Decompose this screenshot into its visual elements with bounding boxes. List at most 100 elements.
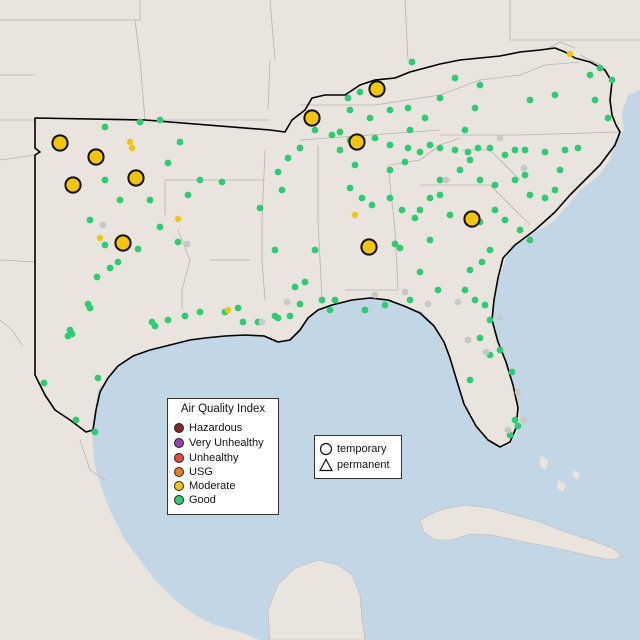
good-monitor-marker[interactable] [84,300,92,308]
good-monitor-marker[interactable] [511,146,519,154]
good-monitor-marker[interactable] [471,104,479,112]
moderate-temporary-monitor-marker[interactable] [463,210,481,228]
good-monitor-marker[interactable] [156,223,164,231]
good-monitor-marker[interactable] [486,144,494,152]
good-monitor-marker[interactable] [466,376,474,384]
moderate-temporary-monitor-marker[interactable] [368,80,386,98]
good-monitor-marker[interactable] [64,332,72,340]
good-monitor-marker[interactable] [136,118,144,126]
good-monitor-marker[interactable] [196,176,204,184]
good-monitor-marker[interactable] [381,301,389,309]
moderate-temporary-monitor-marker[interactable] [127,169,145,187]
good-monitor-marker[interactable] [404,104,412,112]
good-monitor-marker[interactable] [40,379,48,387]
good-monitor-marker[interactable] [416,148,424,156]
good-monitor-marker[interactable] [511,176,519,184]
moderate-temporary-monitor-marker[interactable] [114,234,132,252]
good-monitor-marker[interactable] [436,191,444,199]
good-monitor-marker[interactable] [574,144,582,152]
good-monitor-marker[interactable] [134,245,142,253]
moderate-monitor-marker[interactable] [126,138,134,146]
good-monitor-marker[interactable] [296,144,304,152]
no-data-monitor-marker[interactable] [183,240,191,248]
good-monitor-marker[interactable] [461,126,469,134]
good-monitor-marker[interactable] [426,194,434,202]
good-monitor-marker[interactable] [396,244,404,252]
moderate-temporary-monitor-marker[interactable] [303,109,321,127]
no-data-monitor-marker[interactable] [482,348,490,356]
good-monitor-marker[interactable] [596,64,604,72]
good-monitor-marker[interactable] [591,96,599,104]
good-monitor-marker[interactable] [301,278,309,286]
good-monitor-marker[interactable] [516,226,524,234]
good-monitor-marker[interactable] [274,168,282,176]
moderate-monitor-marker[interactable] [128,144,136,152]
good-monitor-marker[interactable] [426,141,434,149]
good-monitor-marker[interactable] [114,258,122,266]
good-monitor-marker[interactable] [356,88,364,96]
good-monitor-marker[interactable] [556,166,564,174]
good-monitor-marker[interactable] [331,296,339,304]
good-monitor-marker[interactable] [336,128,344,136]
no-data-monitor-marker[interactable] [520,416,528,424]
good-monitor-marker[interactable] [218,178,226,186]
good-monitor-marker[interactable] [446,211,454,219]
moderate-monitor-marker[interactable] [174,215,182,223]
good-monitor-marker[interactable] [366,114,374,122]
good-monitor-marker[interactable] [328,131,336,139]
good-monitor-marker[interactable] [471,296,479,304]
good-monitor-marker[interactable] [278,186,286,194]
good-monitor-marker[interactable] [176,138,184,146]
good-monitor-marker[interactable] [386,141,394,149]
good-monitor-marker[interactable] [586,71,594,79]
moderate-temporary-monitor-marker[interactable] [360,238,378,256]
good-monitor-marker[interactable] [351,161,359,169]
good-monitor-marker[interactable] [434,286,442,294]
good-monitor-marker[interactable] [501,216,509,224]
moderate-temporary-monitor-marker[interactable] [87,148,105,166]
good-monitor-marker[interactable] [274,314,282,322]
no-data-monitor-marker[interactable] [496,314,504,322]
no-data-monitor-marker[interactable] [258,318,266,326]
moderate-temporary-monitor-marker[interactable] [348,133,366,151]
good-monitor-marker[interactable] [466,156,474,164]
good-monitor-marker[interactable] [526,96,534,104]
good-monitor-marker[interactable] [291,283,299,291]
good-monitor-marker[interactable] [526,191,534,199]
good-monitor-marker[interactable] [146,196,154,204]
good-monitor-marker[interactable] [358,194,366,202]
good-monitor-marker[interactable] [451,74,459,82]
good-monitor-marker[interactable] [164,159,172,167]
good-monitor-marker[interactable] [511,416,519,424]
good-monitor-marker[interactable] [474,144,482,152]
good-monitor-marker[interactable] [551,186,559,194]
good-monitor-marker[interactable] [408,58,416,66]
good-monitor-marker[interactable] [436,144,444,152]
good-monitor-marker[interactable] [416,206,424,214]
good-monitor-marker[interactable] [361,306,369,314]
good-monitor-marker[interactable] [508,368,516,376]
good-monitor-marker[interactable] [608,76,616,84]
good-monitor-marker[interactable] [94,374,102,382]
good-monitor-marker[interactable] [466,266,474,274]
good-monitor-marker[interactable] [461,286,469,294]
good-monitor-marker[interactable] [486,246,494,254]
good-monitor-marker[interactable] [344,94,352,102]
no-data-monitor-marker[interactable] [496,134,504,142]
no-data-monitor-marker[interactable] [99,221,107,229]
no-data-monitor-marker[interactable] [454,298,462,306]
good-monitor-marker[interactable] [101,123,109,131]
good-monitor-marker[interactable] [391,240,399,248]
moderate-monitor-marker[interactable] [224,306,232,314]
good-monitor-marker[interactable] [346,184,354,192]
good-monitor-marker[interactable] [521,146,529,154]
no-data-monitor-marker[interactable] [283,298,291,306]
good-monitor-marker[interactable] [234,304,242,312]
good-monitor-marker[interactable] [404,144,412,152]
moderate-monitor-marker[interactable] [351,211,359,219]
good-monitor-marker[interactable] [496,346,504,354]
no-data-monitor-marker[interactable] [371,291,379,299]
good-monitor-marker[interactable] [336,146,344,154]
no-data-monitor-marker[interactable] [464,336,472,344]
good-monitor-marker[interactable] [386,194,394,202]
